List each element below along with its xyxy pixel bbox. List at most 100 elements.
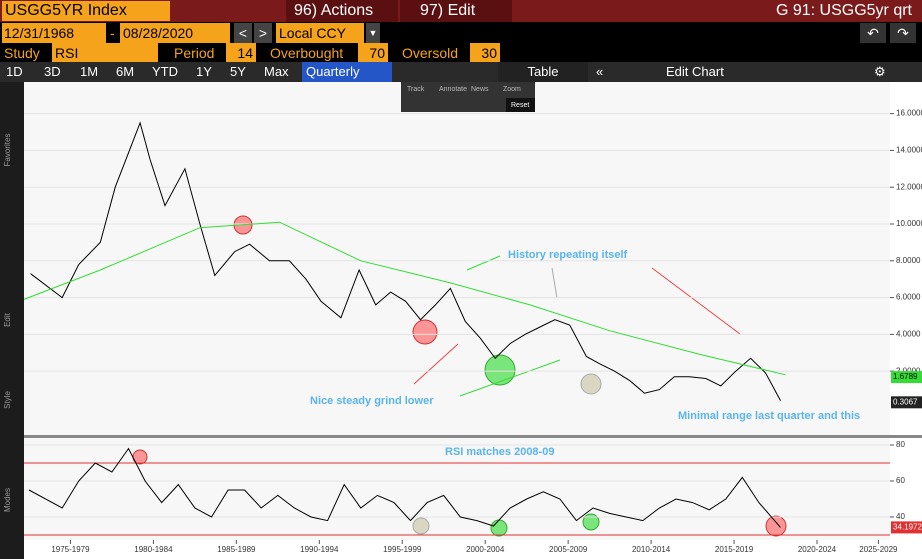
- chart-tool: News: [471, 86, 489, 93]
- arrow: [413, 343, 459, 385]
- arrow: [466, 255, 501, 271]
- circle: [765, 515, 787, 537]
- y-tick-label: 12.0000: [896, 182, 922, 191]
- oversold-label: Oversold: [402, 45, 459, 61]
- right-axis: [890, 82, 922, 540]
- y-tick-label: 2.0000: [896, 366, 921, 375]
- currency-field[interactable]: Local CCY: [276, 23, 364, 43]
- end-date[interactable]: 08/28/2020: [120, 23, 230, 43]
- x-tick-label: 1980-1984: [134, 545, 173, 554]
- y-tick-label: 6.0000: [896, 293, 921, 302]
- side-label: Style: [3, 391, 12, 409]
- last-value-label: 1.6789: [893, 372, 918, 381]
- y-tick-label: 10.0000: [896, 219, 922, 228]
- arrow: [459, 359, 561, 397]
- y-tick-label: 8.0000: [896, 256, 921, 265]
- y-tick-label: 16.0000: [896, 109, 922, 118]
- range-tab[interactable]: 3D: [44, 64, 61, 79]
- annotation: Nice steady grind lower: [310, 395, 434, 407]
- series-line: [28, 447, 781, 528]
- overbought-label: Overbought: [270, 45, 344, 61]
- reset-button[interactable]: [506, 98, 535, 112]
- panel-divider: [24, 435, 922, 438]
- annotation-shapes: [132, 215, 787, 537]
- currency-dropdown[interactable]: ▼: [366, 23, 380, 43]
- x-tick-label: 2020-2024: [798, 545, 837, 554]
- circle: [580, 373, 602, 395]
- x-tick-label: 2000-2004: [466, 545, 505, 554]
- x-tick-label: 1975-1979: [51, 545, 90, 554]
- last-value-label: 0.3067: [893, 397, 918, 406]
- y-tick-label: 80: [896, 440, 905, 449]
- range-tab[interactable]: 6M: [116, 64, 135, 79]
- arrow: [651, 267, 741, 335]
- range-tab[interactable]: Quarterly: [302, 62, 392, 82]
- undo-button[interactable]: ↶: [860, 23, 886, 43]
- chart-tool: Annotate: [439, 86, 467, 93]
- x-tick-label: 1995-1999: [383, 545, 422, 554]
- chart: Reset Track Annotate News Zoom Favorites Edit…: [0, 82, 922, 559]
- x-tick-label: 1985-1989: [217, 545, 256, 554]
- period-field[interactable]: 14: [226, 43, 256, 63]
- side-label: Favorites: [3, 134, 12, 167]
- next-button[interactable]: >: [254, 23, 272, 43]
- y-tick-label: 4.0000: [896, 329, 921, 338]
- y-tick-label: 40: [896, 512, 905, 521]
- prev-button[interactable]: <: [234, 23, 252, 43]
- range-tab[interactable]: YTD: [152, 64, 178, 79]
- y-tick-label: 60: [896, 476, 905, 485]
- date-separator: -: [110, 25, 115, 41]
- circle: [412, 517, 430, 535]
- chart-tool: Zoom: [503, 86, 521, 93]
- circle: [490, 519, 508, 537]
- side-label: Modes: [3, 488, 12, 512]
- oversold-field[interactable]: 30: [470, 43, 500, 63]
- series-line: [23, 221, 786, 376]
- last-value-label: 34.1972: [893, 523, 922, 532]
- tab-bar: [0, 62, 922, 82]
- chart-tool: Track: [407, 86, 425, 93]
- edit-menu[interactable]: 97) Edit: [400, 0, 512, 22]
- start-date[interactable]: 12/31/1968: [2, 23, 106, 43]
- x-tick-label: 2005-2009: [549, 545, 588, 554]
- range-tab[interactable]: Max: [264, 64, 289, 79]
- last-value-box: [891, 521, 922, 534]
- left-toolbar: [0, 82, 24, 559]
- x-tick-label: 2025-2029: [859, 545, 898, 554]
- series-line: [30, 121, 781, 401]
- reset-label: Reset: [511, 102, 529, 109]
- circle: [412, 319, 438, 345]
- y-tick-label: 14.0000: [896, 146, 922, 155]
- rsi-panel: [24, 438, 890, 540]
- annotation: Minimal range last quarter and this: [678, 410, 860, 422]
- annotation: RSI matches 2008-09: [445, 446, 554, 458]
- price-panel: [24, 82, 890, 435]
- side-label: Edit: [3, 312, 12, 327]
- collapse-button[interactable]: «: [596, 64, 604, 79]
- actions-menu[interactable]: 96) Actions: [286, 0, 398, 22]
- range-tab[interactable]: 1Y: [196, 64, 212, 79]
- last-value-box: [891, 371, 922, 384]
- redo-button[interactable]: ↷: [890, 23, 916, 43]
- last-value-box: [891, 396, 922, 409]
- table-button[interactable]: Table: [498, 62, 588, 82]
- range-tab[interactable]: 1M: [80, 64, 99, 79]
- window-title: G 91: USGG5yr qrt: [775, 2, 912, 19]
- overbought-field[interactable]: 70: [358, 43, 388, 63]
- settings-button[interactable]: ⚙: [874, 64, 886, 79]
- study-label: Study: [4, 45, 40, 61]
- range-tab[interactable]: 5Y: [230, 64, 246, 79]
- x-tick-label: 2015-2019: [715, 545, 754, 554]
- x-tick-label: 1990-1994: [300, 545, 339, 554]
- range-tab[interactable]: 1D: [6, 64, 23, 79]
- study-field[interactable]: RSI: [52, 43, 158, 63]
- arrow: [551, 267, 558, 299]
- ticker-field[interactable]: USGG5YR Index: [2, 1, 170, 21]
- circle: [484, 354, 516, 386]
- period-label: Period: [174, 45, 215, 61]
- x-axis: [24, 540, 922, 559]
- edit-chart-button[interactable]: Edit Chart: [666, 64, 724, 79]
- circle: [582, 513, 600, 531]
- x-tick-label: 2010-2014: [632, 545, 671, 554]
